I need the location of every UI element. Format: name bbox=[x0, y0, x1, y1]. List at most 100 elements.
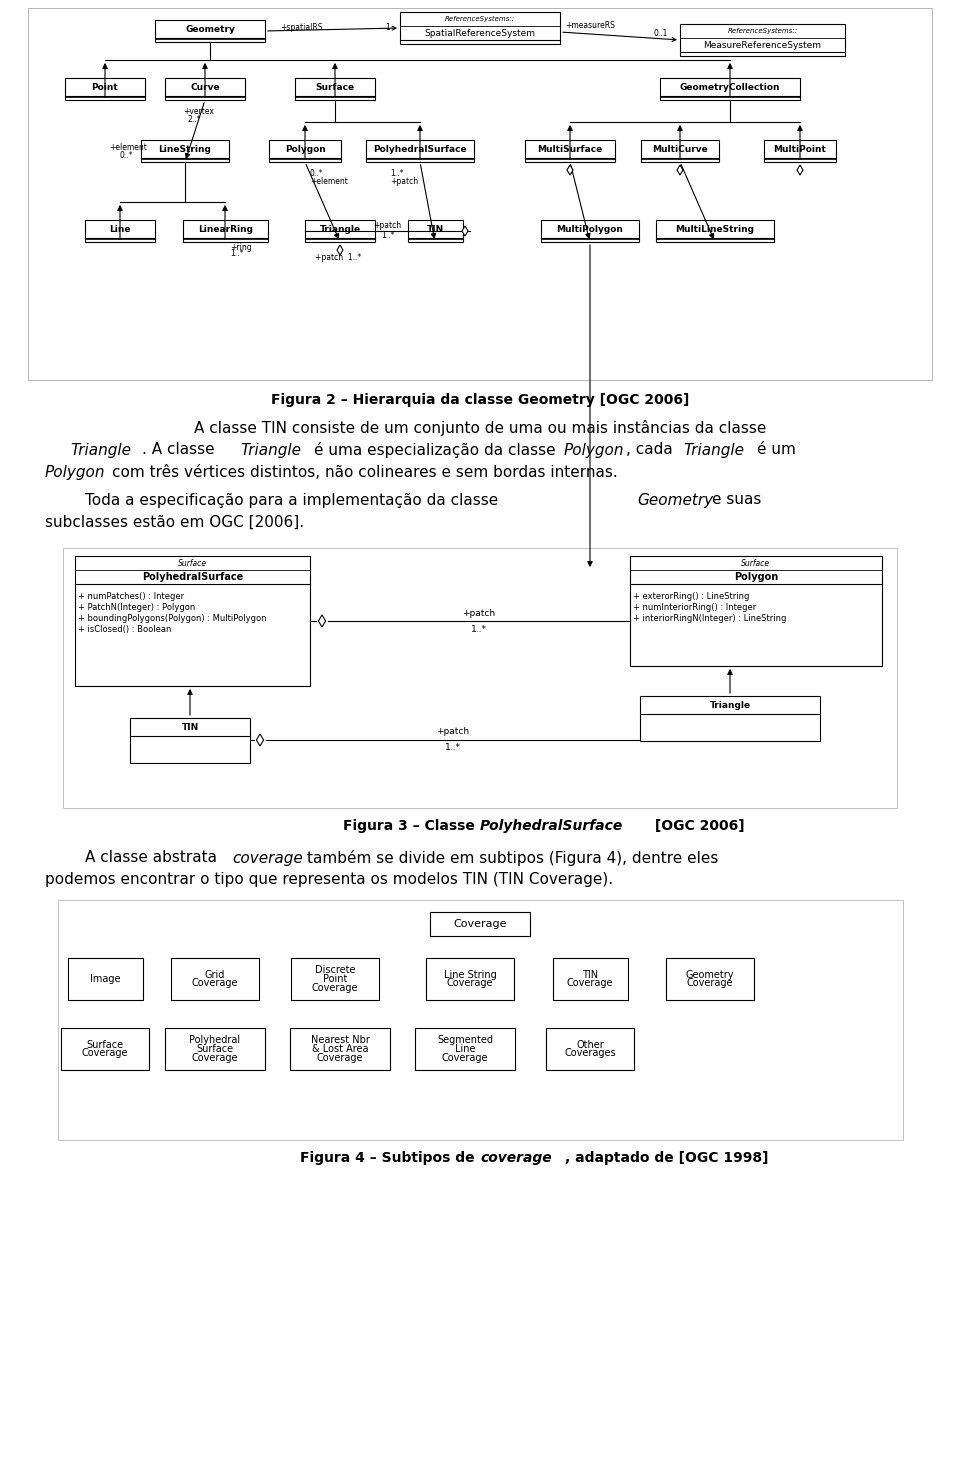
Text: Geometry: Geometry bbox=[185, 25, 235, 34]
Text: +vertex: +vertex bbox=[183, 108, 214, 117]
Text: Coverage: Coverage bbox=[192, 1053, 238, 1064]
Text: Line: Line bbox=[109, 224, 131, 233]
Bar bbox=[61, 1029, 149, 1069]
Bar bbox=[68, 959, 143, 1000]
Bar bbox=[546, 1029, 634, 1069]
Text: MultiCurve: MultiCurve bbox=[652, 144, 708, 153]
Bar bbox=[426, 959, 514, 1000]
Polygon shape bbox=[462, 226, 468, 236]
Text: Polygon: Polygon bbox=[45, 465, 106, 479]
Text: Triangle: Triangle bbox=[320, 224, 361, 233]
Text: + PatchN(Integer) : Polygon: + PatchN(Integer) : Polygon bbox=[78, 603, 195, 612]
Bar bbox=[408, 220, 463, 242]
Bar bbox=[666, 959, 754, 1000]
Text: 1: 1 bbox=[385, 23, 390, 32]
Text: + isClosed() : Boolean: + isClosed() : Boolean bbox=[78, 625, 172, 634]
Text: 1..*: 1..* bbox=[390, 169, 403, 179]
Bar bbox=[680, 23, 845, 55]
Bar bbox=[130, 718, 250, 763]
Text: 1..*: 1..* bbox=[471, 625, 487, 634]
Text: PolyhedralSurface: PolyhedralSurface bbox=[480, 819, 623, 833]
Bar bbox=[165, 1029, 265, 1069]
Text: Triangle: Triangle bbox=[240, 443, 301, 457]
Polygon shape bbox=[319, 615, 325, 627]
Text: Grid: Grid bbox=[204, 969, 226, 979]
Bar bbox=[415, 1029, 515, 1069]
Text: também se divide em subtipos (Figura 4), dentre eles: também se divide em subtipos (Figura 4),… bbox=[307, 849, 718, 865]
Text: Coverage: Coverage bbox=[192, 979, 238, 988]
Bar bbox=[660, 79, 800, 101]
Text: Coverages: Coverages bbox=[564, 1049, 615, 1058]
Bar bbox=[28, 7, 932, 380]
Text: MultiPoint: MultiPoint bbox=[774, 144, 827, 153]
Text: Curve: Curve bbox=[190, 83, 220, 92]
Bar bbox=[58, 900, 903, 1139]
Bar bbox=[165, 79, 245, 101]
Text: Geometry: Geometry bbox=[685, 969, 734, 979]
Text: MultiPolygon: MultiPolygon bbox=[557, 224, 623, 233]
Text: & Lost Area: & Lost Area bbox=[312, 1045, 369, 1053]
Text: +spatialRS: +spatialRS bbox=[280, 22, 323, 32]
Text: Surface: Surface bbox=[316, 83, 354, 92]
Text: +patch: +patch bbox=[373, 220, 401, 230]
Bar bbox=[171, 959, 259, 1000]
Bar bbox=[366, 140, 474, 162]
Text: Toda a especificação para a implementação da classe: Toda a especificação para a implementaçã… bbox=[85, 492, 503, 507]
Bar bbox=[65, 79, 145, 101]
Bar bbox=[290, 1029, 390, 1069]
Text: Coverage: Coverage bbox=[453, 919, 507, 930]
Bar bbox=[553, 959, 628, 1000]
Bar bbox=[141, 140, 229, 162]
Bar bbox=[75, 557, 310, 686]
Text: + numInteriorRing() : Integer: + numInteriorRing() : Integer bbox=[633, 603, 756, 612]
Text: + interiorRingN(Integer) : LineString: + interiorRingN(Integer) : LineString bbox=[633, 613, 786, 624]
Text: coverage: coverage bbox=[232, 851, 302, 865]
Text: ReferenceSystems::: ReferenceSystems:: bbox=[444, 16, 516, 22]
Text: GeometryCollection: GeometryCollection bbox=[680, 83, 780, 92]
Text: +ring: +ring bbox=[230, 242, 252, 252]
Text: podemos encontrar o tipo que representa os modelos TIN (TIN Coverage).: podemos encontrar o tipo que representa … bbox=[45, 873, 613, 887]
Text: Surface: Surface bbox=[86, 1039, 124, 1049]
Text: Coverage: Coverage bbox=[317, 1053, 363, 1064]
Text: Surface: Surface bbox=[178, 558, 207, 567]
Text: Coverage: Coverage bbox=[442, 1053, 489, 1064]
Bar bbox=[295, 79, 375, 101]
Text: TIN: TIN bbox=[181, 723, 199, 731]
Text: 0..*: 0..* bbox=[310, 169, 324, 179]
Bar bbox=[525, 140, 615, 162]
Text: Point: Point bbox=[323, 973, 348, 983]
Text: Polyhedral: Polyhedral bbox=[189, 1034, 241, 1045]
Text: Triangle: Triangle bbox=[683, 443, 744, 457]
Text: [OGC 2006]: [OGC 2006] bbox=[650, 819, 745, 833]
Text: Polygon: Polygon bbox=[284, 144, 325, 153]
Text: Figura 4 – Subtipos de: Figura 4 – Subtipos de bbox=[300, 1151, 480, 1166]
Bar bbox=[541, 220, 639, 242]
Bar bbox=[63, 548, 897, 809]
Bar bbox=[400, 12, 560, 44]
Bar bbox=[291, 959, 379, 1000]
Text: 1..*: 1..* bbox=[230, 249, 244, 258]
Polygon shape bbox=[256, 734, 264, 746]
Bar bbox=[641, 140, 719, 162]
Text: TIN: TIN bbox=[427, 224, 444, 233]
Text: Triangle: Triangle bbox=[70, 443, 131, 457]
Bar bbox=[305, 220, 375, 242]
Text: ReferenceSystems::: ReferenceSystems:: bbox=[728, 28, 798, 34]
Text: MultiLineString: MultiLineString bbox=[676, 224, 755, 233]
Bar bbox=[656, 220, 774, 242]
Text: SpatialReferenceSystem: SpatialReferenceSystem bbox=[424, 29, 536, 38]
Text: +patch: +patch bbox=[437, 727, 469, 736]
Text: Nearest Nbr: Nearest Nbr bbox=[311, 1034, 370, 1045]
Text: LineString: LineString bbox=[158, 144, 211, 153]
Text: Coverage: Coverage bbox=[82, 1049, 129, 1058]
Bar bbox=[630, 557, 882, 666]
Text: Line: Line bbox=[455, 1045, 475, 1053]
Text: 1..*: 1..* bbox=[445, 743, 461, 752]
Text: MultiSurface: MultiSurface bbox=[538, 144, 603, 153]
Bar bbox=[430, 912, 530, 935]
Text: . A classe: . A classe bbox=[142, 443, 220, 457]
Text: Coverage: Coverage bbox=[566, 979, 613, 988]
Polygon shape bbox=[797, 165, 803, 175]
Text: Other: Other bbox=[576, 1039, 604, 1049]
Text: A classe abstrata: A classe abstrata bbox=[85, 851, 222, 865]
